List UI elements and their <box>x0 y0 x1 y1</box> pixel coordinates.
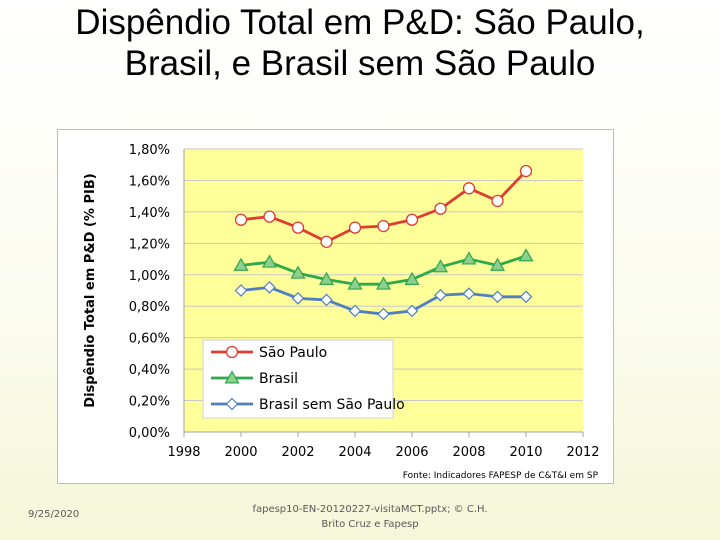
data-point-sao-paulo <box>462 182 476 195</box>
x-tick-label: 2010 <box>509 445 542 460</box>
data-point-brasil <box>347 276 363 290</box>
y-tick-label: 0,20% <box>129 395 170 410</box>
data-point-brasil <box>518 248 534 262</box>
data-point-brasil-sem-sao-paulo <box>377 307 390 321</box>
data-point-brasil-sem-sao-paulo <box>434 288 447 302</box>
data-point-sao-paulo <box>348 221 362 234</box>
data-point-brasil-sem-sao-paulo <box>263 281 276 294</box>
x-tick-label: 1998 <box>167 445 200 460</box>
data-point-brasil-sem-sao-paulo <box>348 304 362 318</box>
data-point-brasil-sem-sao-paulo <box>491 290 504 304</box>
data-point-brasil <box>261 254 278 268</box>
chart-frame: São Paulo Brasil Brasil sem São Paulo 0,00… <box>57 129 614 484</box>
data-point-brasil <box>404 271 420 285</box>
y-tick-label: 1,40% <box>129 206 170 221</box>
legend-label-sao-paulo: São Paulo <box>259 345 327 361</box>
y-tick-label: 1,20% <box>129 237 170 252</box>
data-point-brasil-sem-sao-paulo <box>462 287 476 300</box>
x-tick-label: 2002 <box>281 445 314 460</box>
data-point-sao-paulo <box>291 221 305 234</box>
data-point-sao-paulo <box>491 194 504 208</box>
data-point-brasil-sem-sao-paulo <box>234 284 248 297</box>
data-point-brasil-sem-sao-paulo <box>291 292 305 305</box>
data-point-brasil-sem-sao-paulo <box>320 293 333 307</box>
x-tick-label: 2008 <box>452 445 485 460</box>
y-tick-label: 0,40% <box>129 363 170 378</box>
legend-marker-brasil-sem-sao-paulo <box>225 397 239 411</box>
y-axis-label: Dispêndio Total em P&D (% PIB) <box>83 173 98 407</box>
legend-label-brasil: Brasil <box>259 371 298 387</box>
x-tick-label: 2006 <box>395 445 428 460</box>
line-chart: São Paulo Brasil Brasil sem São Paulo 0,00… <box>83 143 600 481</box>
data-point-brasil <box>432 259 449 273</box>
data-point-brasil <box>233 257 249 271</box>
data-point-sao-paulo <box>263 210 276 223</box>
data-point-brasil <box>489 257 506 271</box>
data-point-brasil-sem-sao-paulo <box>519 290 533 304</box>
y-tick-label: 1,60% <box>129 174 170 189</box>
slide-title: Dispêndio Total em P&D: São Paulo, Brasi… <box>75 3 645 83</box>
source-note: Fonte: Indicadores FAPESP de C&T&I em SP <box>403 471 599 481</box>
legend-label-brasil-sem-sao-paulo: Brasil sem São Paulo <box>259 397 405 413</box>
data-point-sao-paulo <box>405 213 419 226</box>
data-point-brasil-sem-sao-paulo <box>405 304 419 318</box>
data-point-brasil <box>290 265 306 279</box>
footer-date: 9/25/2020 <box>28 509 80 520</box>
x-tick-label: 2004 <box>338 445 371 460</box>
data-point-sao-paulo <box>320 235 333 248</box>
data-point-brasil <box>318 271 335 285</box>
data-point-brasil <box>375 276 392 290</box>
y-tick-label: 0,60% <box>129 332 170 347</box>
y-tick-label: 0,80% <box>129 300 170 315</box>
data-point-brasil <box>461 251 477 265</box>
data-point-sao-paulo <box>434 202 447 215</box>
footer-file-credit: fapesp10-EN-20120227-visitaMCT.pptx; © C… <box>252 504 488 530</box>
y-tick-label: 0,00% <box>129 426 170 441</box>
data-point-sao-paulo <box>377 219 390 233</box>
x-tick-label: 2012 <box>566 445 599 460</box>
data-point-sao-paulo <box>234 213 248 226</box>
y-tick-label: 1,00% <box>129 269 170 284</box>
y-tick-label: 1,80% <box>129 143 170 158</box>
legend-marker-brasil <box>224 370 240 384</box>
legend-marker-sao-paulo <box>225 345 239 359</box>
data-point-sao-paulo <box>519 164 533 178</box>
x-tick-label: 2000 <box>224 445 257 460</box>
